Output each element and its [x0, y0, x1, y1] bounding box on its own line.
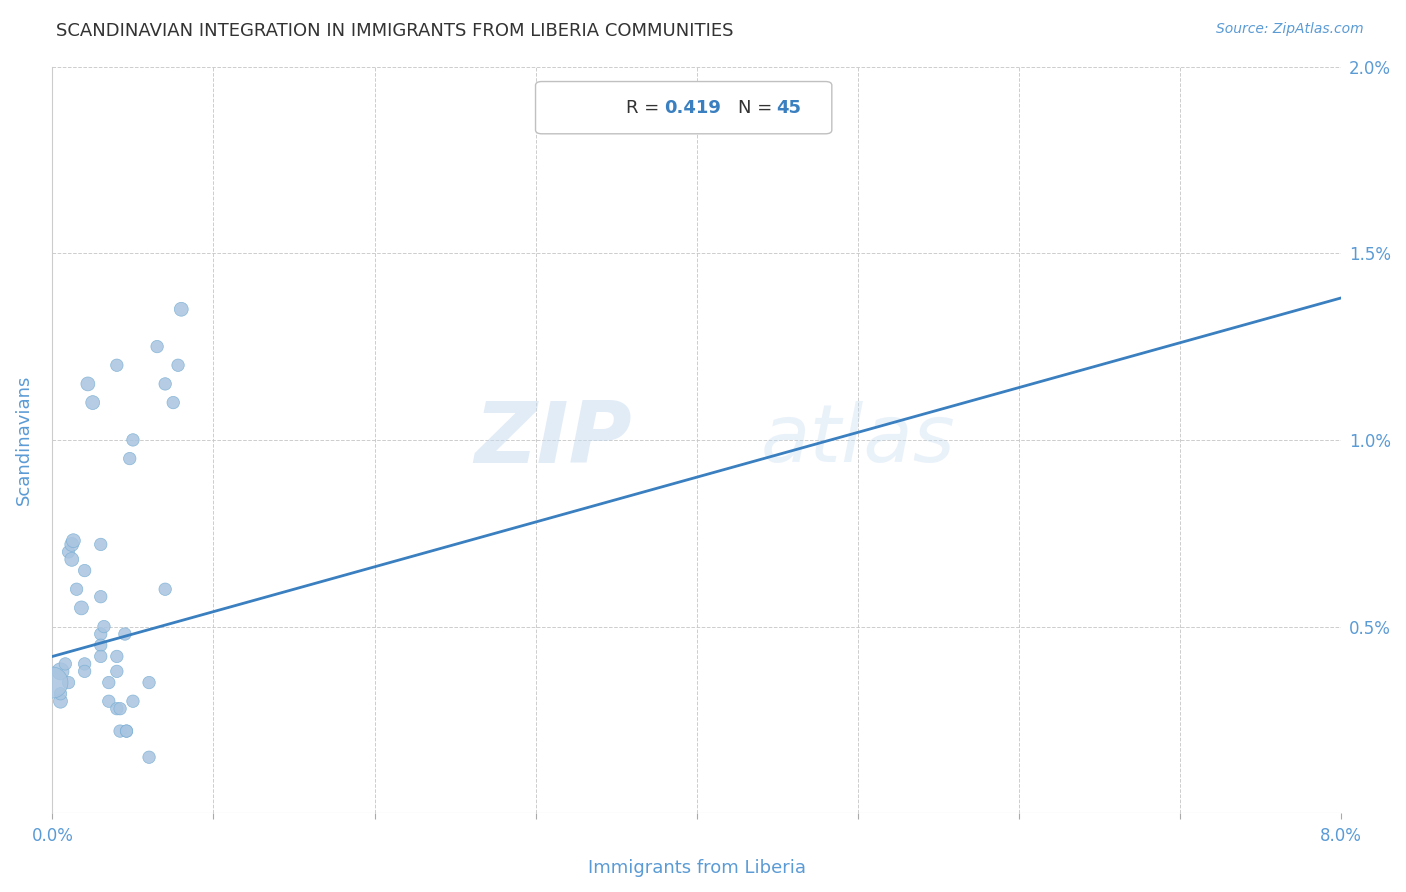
Point [153, 376, 176, 391]
Text: 0.419: 0.419 [665, 99, 721, 117]
Point [122, 694, 145, 708]
Text: 45: 45 [776, 99, 801, 117]
Point [58, 545, 80, 559]
Point [118, 451, 141, 466]
Point [114, 627, 136, 641]
Point [82, 395, 104, 409]
Point [138, 750, 160, 764]
Text: Source: ZipAtlas.com: Source: ZipAtlas.com [1216, 22, 1364, 37]
Point [73, 564, 96, 578]
Point [73, 657, 96, 671]
FancyBboxPatch shape [536, 81, 832, 134]
Text: atlas: atlas [761, 401, 956, 479]
Text: ZIP: ZIP [474, 399, 633, 482]
Point [105, 702, 128, 716]
X-axis label: Immigrants from Liberia: Immigrants from Liberia [588, 859, 806, 877]
Point [90, 537, 112, 551]
Point [108, 702, 131, 716]
Point [70, 601, 93, 615]
Point [49, 665, 72, 679]
Point [115, 724, 138, 739]
Point [60, 537, 83, 551]
Point [170, 302, 193, 317]
Point [108, 724, 131, 739]
Point [90, 638, 112, 652]
Point [62, 533, 84, 548]
Point [162, 395, 184, 409]
Point [58, 675, 80, 690]
Point [49, 687, 72, 701]
Point [53, 657, 76, 671]
Point [138, 675, 160, 690]
Text: N =: N = [738, 99, 778, 117]
Point [90, 590, 112, 604]
Text: SCANDINAVIAN INTEGRATION IN IMMIGRANTS FROM LIBERIA COMMUNITIES: SCANDINAVIAN INTEGRATION IN IMMIGRANTS F… [56, 22, 734, 40]
Point [122, 433, 145, 447]
Point [60, 552, 83, 566]
Point [97, 694, 120, 708]
Point [49, 694, 72, 708]
Point [90, 627, 112, 641]
Point [73, 665, 96, 679]
Point [90, 649, 112, 664]
Point [41, 675, 63, 690]
Point [76, 376, 98, 391]
Point [167, 358, 190, 372]
Point [105, 665, 128, 679]
Point [105, 649, 128, 664]
Text: R =: R = [626, 99, 665, 117]
Y-axis label: Scandinavians: Scandinavians [15, 375, 32, 505]
Point [97, 675, 120, 690]
Point [105, 358, 128, 372]
Point [146, 340, 169, 354]
Point [115, 724, 138, 739]
Point [65, 582, 87, 597]
Point [153, 582, 176, 597]
Point [93, 619, 115, 633]
